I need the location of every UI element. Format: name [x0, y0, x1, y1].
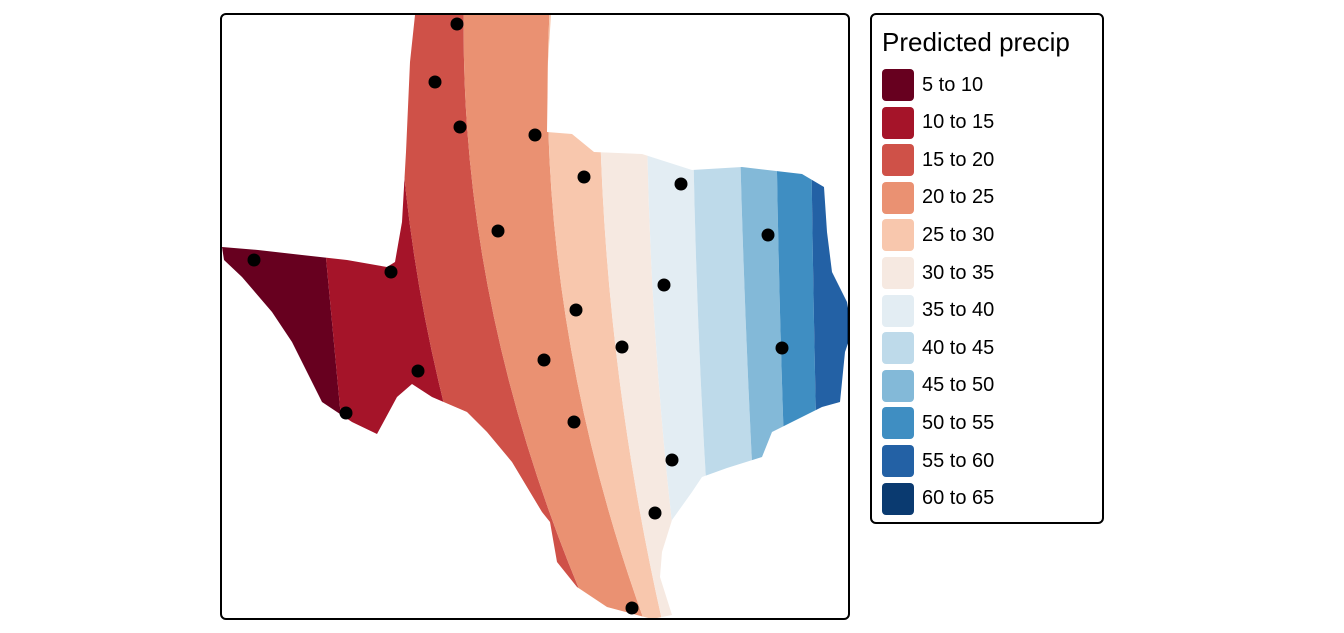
legend-swatch: [882, 482, 914, 515]
legend-swatch: [882, 219, 914, 252]
legend-item: 35 to 40: [882, 294, 994, 328]
legend-item: 25 to 30: [882, 218, 994, 252]
legend-swatch: [882, 181, 914, 214]
station-point: [384, 265, 398, 279]
station-point: [247, 253, 261, 267]
legend-swatch: [882, 332, 914, 365]
legend-label: 40 to 45: [922, 336, 995, 359]
station-point: [615, 340, 629, 354]
station-point: [665, 453, 679, 467]
legend-item: 55 to 60: [882, 444, 994, 478]
station-point: [569, 303, 583, 317]
legend-item: 15 to 20: [882, 143, 994, 177]
legend-label: 20 to 25: [922, 186, 995, 209]
precip-map[interactable]: [222, 15, 850, 620]
station-point: [537, 353, 551, 367]
station-point: [657, 278, 671, 292]
legend-item: 50 to 55: [882, 406, 994, 440]
legend-swatch: [882, 369, 914, 402]
legend-swatch: [882, 144, 914, 177]
station-points: [247, 17, 789, 615]
station-point: [761, 228, 775, 242]
legend-swatch: [882, 69, 914, 101]
station-point: [339, 406, 353, 420]
precip-band: [846, 15, 848, 618]
precip-band: [599, 15, 687, 618]
legend-item: 60 to 65: [882, 482, 994, 516]
legend-item: 20 to 25: [882, 181, 994, 215]
station-point: [674, 177, 688, 191]
legend-item: 40 to 45: [882, 331, 994, 365]
legend-title: Predicted precip: [882, 27, 1070, 57]
legend-swatch: [882, 106, 914, 139]
station-point: [450, 17, 464, 31]
station-point: [411, 364, 425, 378]
legend-label: 45 to 50: [922, 374, 995, 397]
legend-item: 5 to 10: [882, 68, 983, 102]
precip-band: [463, 15, 652, 618]
legend-item: 10 to 15: [882, 106, 994, 140]
legend-label: 25 to 30: [922, 223, 995, 246]
station-point: [577, 170, 591, 184]
legend-item: 45 to 50: [882, 369, 994, 403]
station-point: [428, 75, 442, 89]
station-point: [453, 120, 467, 134]
precip-band: [396, 15, 602, 618]
map-panel[interactable]: [220, 13, 850, 620]
station-point: [625, 601, 639, 615]
legend-swatch: [882, 407, 914, 440]
legend-panel: Predicted precip 5 to 10 10 to 15 15 to 20…: [870, 13, 1104, 524]
legend-label: 50 to 55: [922, 411, 995, 434]
station-point: [648, 506, 662, 520]
legend-label: 55 to 60: [922, 449, 995, 472]
legend-label: 10 to 15: [922, 111, 995, 134]
station-point: [491, 224, 505, 238]
precip-band: [547, 15, 667, 618]
legend-swatch: [882, 257, 914, 289]
legend-item: 30 to 35: [882, 256, 994, 290]
precip-band: [810, 15, 848, 618]
legend-swatch: [882, 294, 914, 327]
station-point: [567, 415, 581, 429]
legend-label: 35 to 40: [922, 299, 995, 322]
legend-label: 30 to 35: [922, 261, 995, 284]
precip-bands: [222, 15, 848, 618]
legend-label: 15 to 20: [922, 148, 995, 171]
legend-swatch: [882, 445, 914, 477]
station-point: [775, 341, 789, 355]
legend-label: 5 to 10: [922, 73, 984, 96]
legend-label: 60 to 65: [922, 487, 995, 510]
station-point: [528, 128, 542, 142]
